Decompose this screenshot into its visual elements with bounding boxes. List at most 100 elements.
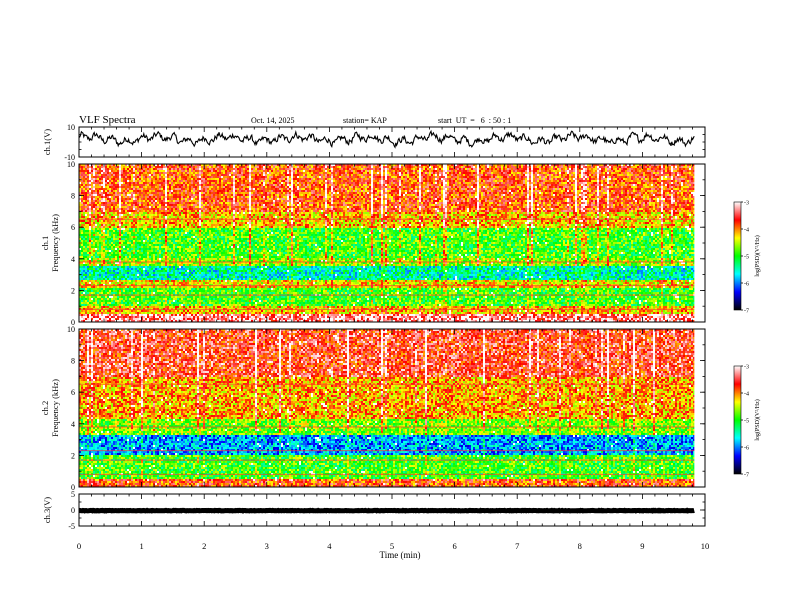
spectrogram-cell [127,168,129,170]
spectrogram-cell [553,176,555,178]
spectrogram-cell [225,182,227,184]
spectrogram-cell [219,170,221,172]
spectrogram-cell [247,174,249,176]
spectrogram-cell [319,180,321,182]
spectrogram-cell [235,170,237,172]
spectrogram-cell [449,178,451,180]
spectrogram-cell [191,178,193,180]
spectrogram-cell [261,178,263,180]
spectrogram-cell [251,172,253,174]
spectrogram-cell [225,176,227,178]
spectrogram-cell [355,182,357,184]
spectrogram-cell [199,170,201,172]
spectrogram-cell [421,174,423,176]
spectrogram-cell [541,182,543,184]
spectrogram-cell [465,172,467,174]
spectrogram-cell [155,180,157,182]
spectrogram-cell [169,178,171,180]
spectrogram-cell [631,170,633,172]
spectrogram-cell [243,182,245,184]
spectrogram-cell [359,166,361,168]
spectrogram-cell [639,176,641,178]
spectrogram-cell [191,182,193,184]
spectrogram-cell [589,170,591,172]
spectrogram-cell [463,176,465,178]
spectrogram-cell [519,168,521,170]
spectrogram-cell [685,178,687,180]
spectrogram-cell [509,166,511,168]
spectrogram-cell [581,180,583,182]
spectrogram-cell [141,172,143,174]
spectrogram-cell [537,182,539,184]
spectrogram-cell [343,182,345,184]
spectrogram-cell [87,174,89,176]
spectrogram-cell [629,168,631,170]
spectrogram-cell [287,170,289,172]
spectrogram-cell [691,168,693,170]
spectrogram-cell [653,170,655,172]
spectrogram-cell [467,182,469,184]
spectrogram-cell [327,174,329,176]
spectrogram-cell [469,174,471,176]
spectrogram-cell [627,166,629,168]
spectrogram-cell [181,168,183,170]
spectrogram-cell [377,170,379,172]
spectrogram-cell [149,174,151,176]
spectrogram-cell [109,166,111,168]
spectrogram-cell [237,178,239,180]
spectrogram-cell [253,182,255,184]
spectrogram-cell [167,176,169,178]
spectrogram-cell [397,178,399,180]
spectrogram-cell [429,170,431,172]
spectrogram-cell [283,170,285,172]
spectrogram-cell [561,180,563,182]
spectrogram-cell [399,182,401,184]
spectrogram-cell [677,168,679,170]
spectrogram-cell [541,176,543,178]
spectrogram-cell [145,172,147,174]
spectrogram-cell [151,172,153,174]
spectrogram-cell [675,172,677,174]
spectrogram-cell [81,168,83,170]
spectrogram-cell [369,178,371,180]
spectrogram-cell [137,180,139,182]
spectrogram-cell [479,174,481,176]
spectrogram-cell [117,180,119,182]
spectrogram-cell [457,182,459,184]
spectrogram-cell [91,168,93,170]
spectrogram-cell [417,174,419,176]
spectrogram-cell [561,172,563,174]
spectrogram-cell [205,172,207,174]
spectrogram-cell [355,178,357,180]
spectrogram-cell [273,166,275,168]
spectrogram-cell [545,166,547,168]
spectrogram-cell [83,174,85,176]
spectrogram-cell [187,166,189,168]
spectrogram-cell [105,170,107,172]
spectrogram-cell [337,176,339,178]
spectrogram-cell [459,180,461,182]
spectrogram-cell [249,166,251,168]
spectrogram-cell [221,178,223,180]
spectrogram-cell [661,168,663,170]
spectrogram-cell [543,182,545,184]
spectrogram-cell [605,172,607,174]
spectrogram-cell [253,180,255,182]
spectrogram-cell [211,170,213,172]
spectrogram-cell [661,176,663,178]
spectrogram-cell [367,180,369,182]
spectrogram-cell [337,180,339,182]
spectrogram-cell [667,176,669,178]
spectrogram-cell [223,168,225,170]
spectrogram-cell [481,168,483,170]
spectrogram-cell [243,166,245,168]
spectrogram-cell [373,166,375,168]
spectrogram-cell [175,182,177,184]
spectrogram-cell [633,166,635,168]
spectrogram-cell [593,170,595,172]
spectrogram-cell [217,174,219,176]
spectrogram-cell [203,182,205,184]
spectrogram-cell [251,174,253,176]
spectrogram-cell [557,168,559,170]
spectrogram-cell [539,172,541,174]
